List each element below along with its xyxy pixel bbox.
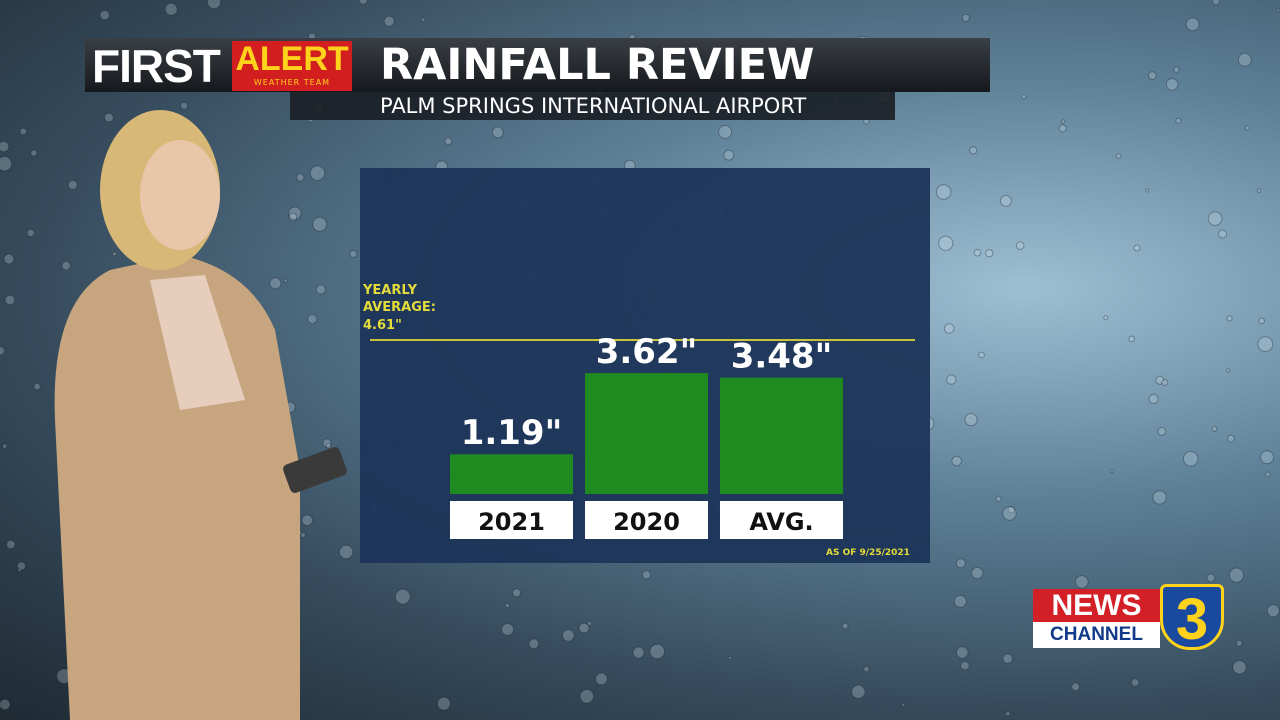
chart-note: AS OF 9/25/2021 <box>826 548 910 558</box>
reference-value-label: 4.61" <box>363 318 402 333</box>
brand-alert: ALERT <box>235 40 349 78</box>
data-label: 3.62" <box>596 332 698 372</box>
chart-panel <box>360 168 930 563</box>
logo-number: 3 <box>1160 584 1224 652</box>
x-tick-label: 2020 <box>613 508 680 536</box>
reference-label: YEARLY AVERAGE: <box>363 283 436 315</box>
brand-alert-box <box>232 41 352 91</box>
logo-channel: CHANNEL <box>1033 622 1160 648</box>
data-label: 3.48" <box>731 337 833 377</box>
x-tick-label: 2021 <box>478 508 545 536</box>
category-box <box>720 501 843 539</box>
subtitle-bar <box>290 92 895 120</box>
chart: 1.19" 2021 3.62" 2020 3.48" AVG. <box>370 332 915 539</box>
chart-title: RAINFALL REVIEW <box>380 40 815 90</box>
category-box <box>585 501 708 539</box>
category-box <box>450 501 573 539</box>
data-label: 1.19" <box>461 413 563 453</box>
chart-subtitle: PALM SPRINGS INTERNATIONAL AIRPORT <box>380 94 807 118</box>
logo-news: NEWS <box>1033 589 1160 622</box>
x-tick-label: AVG. <box>749 508 813 536</box>
brand-first: FIRST <box>92 40 221 92</box>
presenter <box>54 110 347 720</box>
bar <box>450 454 573 494</box>
brand-team: WEATHER TEAM <box>253 78 331 87</box>
bar <box>720 377 843 494</box>
bar <box>585 373 708 494</box>
